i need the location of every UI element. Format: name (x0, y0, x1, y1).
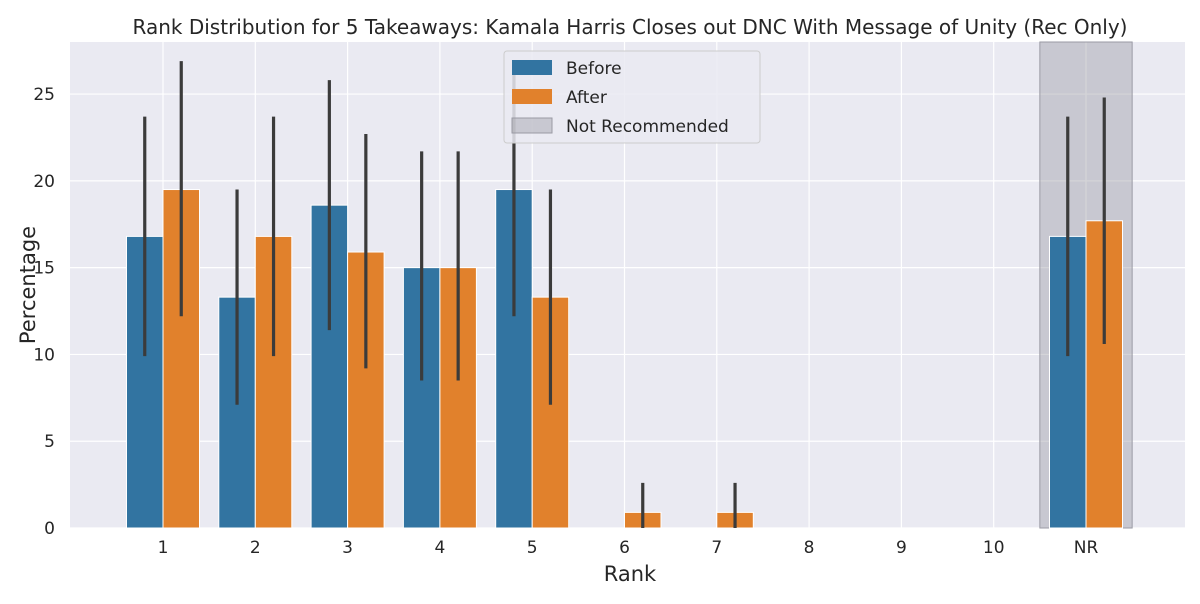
x-tick-label-NR: NR (1074, 538, 1099, 558)
legend-swatch-after (512, 89, 552, 104)
y-tick-label-25: 25 (33, 85, 55, 105)
y-tick-label-0: 0 (44, 519, 55, 539)
legend-label-after: After (566, 88, 607, 108)
x-tick-label-5: 5 (527, 538, 538, 558)
legend-label-not-recommended: Not Recommended (566, 117, 729, 137)
x-tick-label-2: 2 (250, 538, 261, 558)
x-tick-label-7: 7 (711, 538, 722, 558)
x-tick-label-10: 10 (983, 538, 1005, 558)
error-bars (143, 61, 1106, 528)
legend-swatch-not-recommended (511, 117, 553, 134)
y-tick-label-10: 10 (33, 345, 55, 365)
y-tick-label-5: 5 (44, 432, 55, 452)
legend: Before After Not Recommended (503, 50, 761, 144)
x-tick-labels: 1 2 3 4 5 6 7 8 9 10 NR (158, 538, 1099, 558)
x-tick-label-4: 4 (434, 538, 445, 558)
chart-title: Rank Distribution for 5 Takeaways: Kamal… (133, 15, 1128, 39)
y-tick-label-15: 15 (33, 259, 55, 279)
x-tick-label-8: 8 (804, 538, 815, 558)
y-axis-title: Percentage (16, 226, 40, 344)
x-axis-title: Rank (604, 562, 657, 586)
legend-box (503, 50, 761, 144)
legend-swatch-before (512, 60, 552, 75)
x-tick-label-1: 1 (158, 538, 169, 558)
x-tick-label-9: 9 (896, 538, 907, 558)
x-tick-label-3: 3 (342, 538, 353, 558)
x-tick-label-6: 6 (619, 538, 630, 558)
y-tick-label-20: 20 (33, 172, 55, 192)
legend-label-before: Before (566, 59, 622, 79)
y-tick-labels: 0 5 10 15 20 25 (33, 85, 55, 539)
